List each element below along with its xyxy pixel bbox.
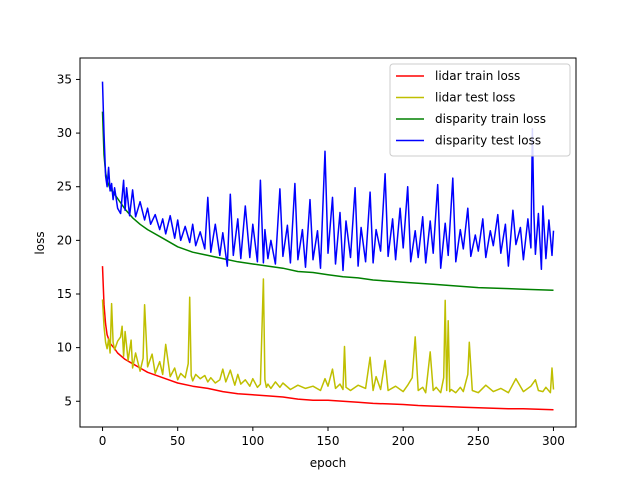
x-tick-label: 50 (170, 434, 185, 448)
y-tick-label: 35 (57, 72, 72, 86)
y-axis-ticks: 5 10 15 20 25 30 35 (57, 72, 80, 408)
x-axis-label: epoch (310, 456, 347, 470)
series-line-disparity-test-loss (101, 81, 555, 272)
y-tick-label: 10 (57, 341, 72, 355)
series-line-lidar-train-loss (101, 266, 554, 411)
y-tick-label: 15 (57, 287, 72, 301)
x-tick-label: 100 (241, 434, 264, 448)
series-line-lidar-test-loss (101, 278, 555, 394)
legend-box (389, 63, 571, 157)
x-tick-label: 200 (392, 434, 415, 448)
legend-label: lidar test loss (435, 91, 515, 105)
x-tick-label: 250 (467, 434, 490, 448)
x-tick-label: 150 (317, 434, 340, 448)
y-tick-label: 30 (57, 126, 72, 140)
x-tick-label: 0 (99, 434, 107, 448)
legend: lidar train loss lidar test loss disparity… (389, 63, 571, 157)
legend-label: disparity train loss (435, 112, 546, 126)
x-axis-ticks: 0 50 100 150 200 250 300 (99, 427, 565, 448)
y-axis-label: loss (33, 231, 47, 254)
legend-label: disparity test loss (435, 134, 541, 148)
series-layer (101, 81, 555, 411)
legend-label: lidar train loss (435, 69, 520, 83)
y-tick-label: 25 (57, 180, 72, 194)
y-tick-label: 5 (64, 394, 72, 408)
x-tick-label: 300 (542, 434, 565, 448)
y-tick-label: 20 (57, 233, 72, 247)
series-line-disparity-train-loss (101, 111, 554, 291)
